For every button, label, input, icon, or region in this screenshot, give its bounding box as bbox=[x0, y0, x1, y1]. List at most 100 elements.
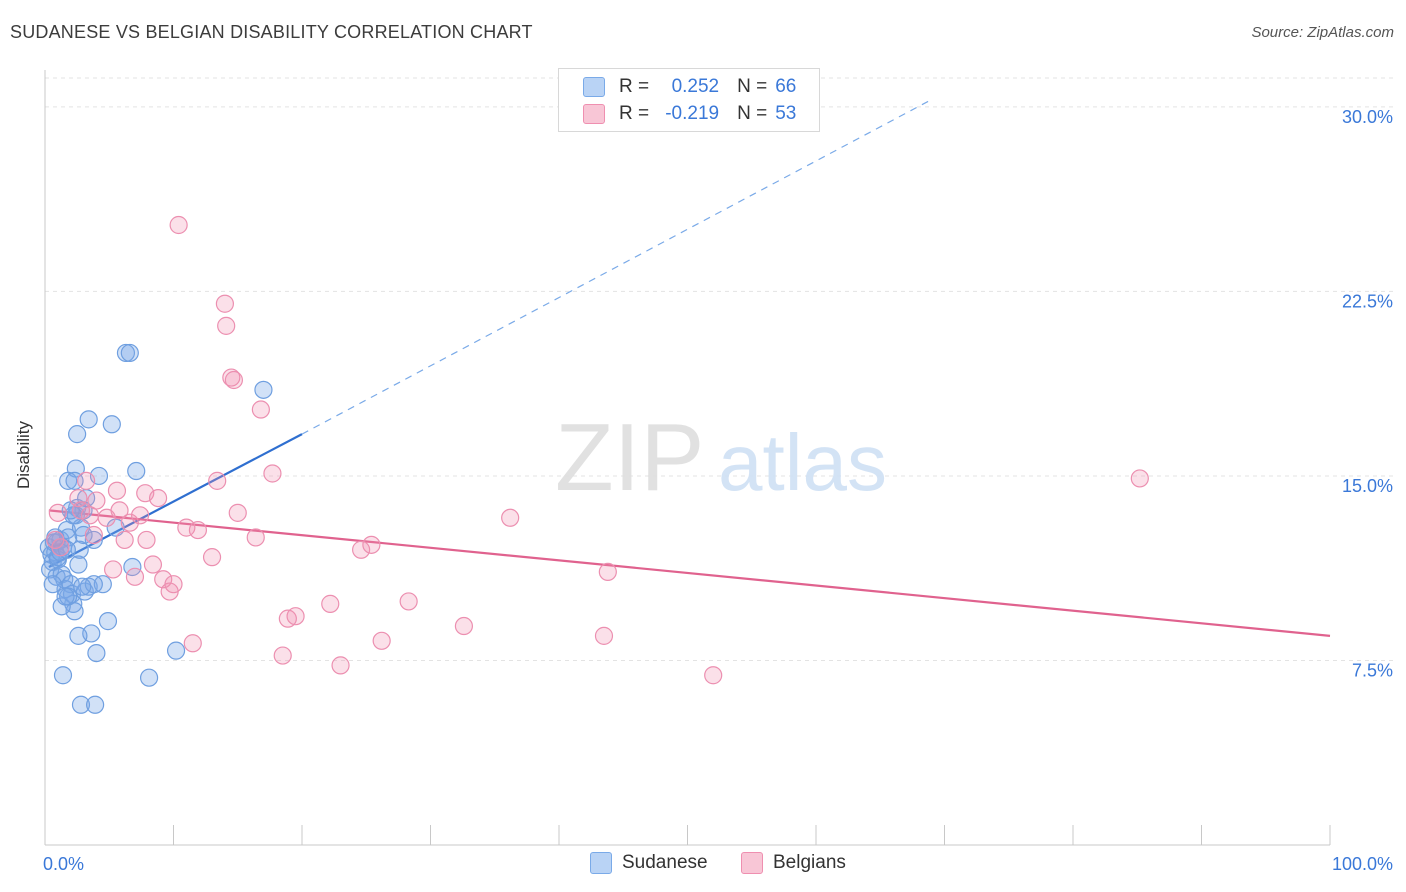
point-belgians bbox=[107, 481, 127, 500]
sudanese-legend-label: Sudanese bbox=[622, 852, 708, 873]
point-belgians bbox=[224, 370, 243, 390]
point-sudanese bbox=[98, 612, 118, 631]
point-sudanese bbox=[116, 343, 136, 363]
point-sudanese bbox=[139, 668, 159, 687]
point-belgians bbox=[352, 540, 371, 559]
watermark-zip: ZIP bbox=[555, 404, 704, 511]
point-belgians bbox=[704, 666, 723, 685]
point-belgians bbox=[48, 503, 67, 522]
watermark-atlas: atlas bbox=[718, 418, 887, 507]
point-sudanese bbox=[120, 343, 139, 363]
point-sudanese bbox=[71, 695, 91, 714]
sudanese-swatch bbox=[583, 77, 605, 97]
point-belgians bbox=[87, 491, 106, 510]
point-belgians bbox=[84, 525, 103, 545]
point-belgians bbox=[120, 513, 139, 532]
r-label: R = bbox=[619, 103, 650, 124]
point-belgians bbox=[228, 503, 247, 522]
point-belgians bbox=[115, 530, 134, 550]
point-belgians bbox=[143, 555, 163, 574]
point-belgians bbox=[501, 508, 520, 527]
sudanese-r-value: 0.252 bbox=[671, 76, 720, 97]
point-belgians bbox=[183, 634, 202, 653]
y-tick-label: 30.0% bbox=[1342, 107, 1393, 127]
point-belgians bbox=[169, 215, 188, 235]
point-sudanese bbox=[53, 666, 73, 685]
sudanese-legend-swatch bbox=[590, 852, 612, 874]
point-belgians bbox=[263, 464, 282, 483]
belgians-legend-swatch bbox=[741, 852, 763, 874]
point-belgians bbox=[594, 626, 614, 645]
trend-line-sudanese bbox=[48, 433, 303, 568]
point-belgians bbox=[104, 560, 123, 579]
point-belgians bbox=[399, 592, 418, 611]
trend-line-sudanese-extension bbox=[301, 98, 932, 435]
point-sudanese bbox=[79, 410, 98, 429]
point-belgians bbox=[251, 400, 270, 419]
y-tick-label: 15.0% bbox=[1342, 476, 1393, 496]
point-belgians bbox=[77, 471, 96, 490]
gridlines bbox=[45, 77, 1395, 661]
trend-lines bbox=[48, 98, 1331, 637]
watermark: ZIP atlas bbox=[555, 404, 887, 511]
point-belgians bbox=[137, 530, 156, 550]
tick-labels: 7.5% 15.0% 22.5% 30.0% 0.0% 100.0% bbox=[43, 107, 1393, 874]
sudanese-n-value: 66 bbox=[775, 76, 797, 97]
belgians-legend-label: Belgians bbox=[773, 852, 846, 873]
point-belgians bbox=[125, 567, 145, 586]
bottom-legend-sudanese[interactable]: Sudanese bbox=[590, 852, 708, 874]
point-belgians bbox=[246, 528, 265, 547]
point-belgians bbox=[188, 520, 208, 540]
belgians-swatch bbox=[583, 104, 605, 124]
point-sudanese bbox=[43, 575, 62, 594]
point-belgians bbox=[362, 535, 381, 554]
trend-line-belgians bbox=[48, 509, 1331, 637]
point-sudanese bbox=[69, 555, 88, 574]
point-belgians bbox=[331, 656, 350, 675]
point-belgians bbox=[202, 548, 222, 567]
point-belgians bbox=[217, 316, 236, 335]
correlation-legend: R = 0.252 N = 66 R = -0.219 N = 53 bbox=[558, 68, 820, 132]
point-belgians bbox=[222, 368, 241, 387]
point-belgians bbox=[177, 518, 196, 537]
source-label: Source: ZipAtlas.com bbox=[1251, 24, 1394, 41]
point-belgians bbox=[164, 575, 183, 594]
point-belgians bbox=[208, 471, 227, 490]
n-label: N = bbox=[737, 103, 768, 124]
r-label: R = bbox=[619, 76, 650, 97]
point-sudanese bbox=[102, 415, 121, 434]
y-tick-label: 7.5% bbox=[1352, 660, 1393, 680]
legend-row-belgians: R = -0.219 N = 53 bbox=[583, 101, 796, 127]
point-sudanese bbox=[127, 461, 146, 481]
point-sudanese bbox=[84, 530, 103, 550]
bottom-legend-belgians[interactable]: Belgians bbox=[741, 852, 846, 874]
point-belgians bbox=[71, 501, 91, 520]
point-sudanese bbox=[87, 643, 106, 663]
point-sudanese bbox=[84, 575, 103, 594]
point-belgians bbox=[454, 616, 474, 636]
point-sudanese bbox=[59, 471, 78, 490]
point-sudanese bbox=[68, 425, 87, 444]
y-tick-label: 22.5% bbox=[1342, 291, 1393, 311]
point-belgians bbox=[215, 294, 234, 313]
axes bbox=[44, 70, 1331, 846]
point-belgians bbox=[286, 607, 305, 626]
point-sudanese bbox=[56, 587, 75, 606]
point-belgians bbox=[110, 501, 129, 520]
point-sudanese bbox=[73, 577, 92, 596]
belgians-n-value: 53 bbox=[775, 103, 797, 124]
point-belgians bbox=[598, 562, 617, 582]
point-belgians bbox=[130, 506, 150, 525]
data-points bbox=[39, 215, 1149, 714]
point-belgians bbox=[321, 594, 340, 613]
point-belgians bbox=[273, 646, 292, 665]
point-sudanese bbox=[52, 597, 71, 616]
point-belgians bbox=[1130, 469, 1149, 488]
legend-row-sudanese: R = 0.252 N = 66 bbox=[583, 74, 796, 100]
point-sudanese bbox=[166, 641, 186, 660]
n-label: N = bbox=[737, 76, 768, 97]
point-belgians bbox=[51, 538, 70, 557]
x-tick-label-min: 0.0% bbox=[43, 854, 84, 874]
point-sudanese bbox=[74, 525, 93, 545]
